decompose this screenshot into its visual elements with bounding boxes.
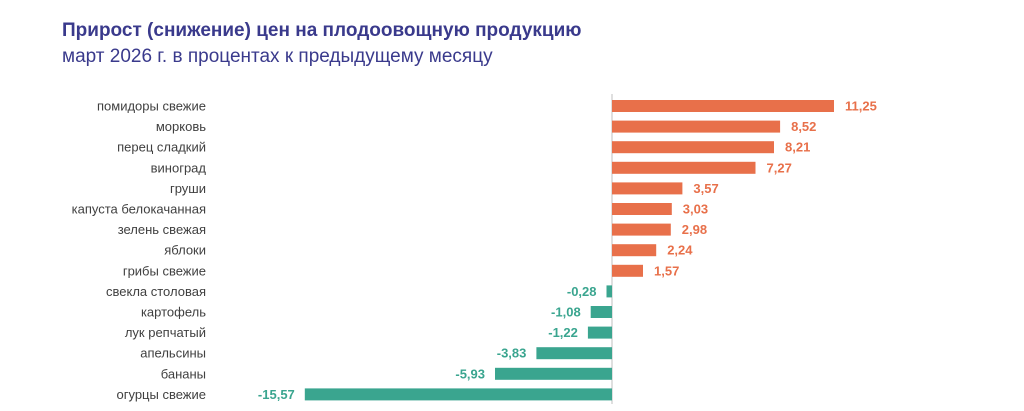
data-label: -5,93 — [455, 366, 485, 381]
data-label: -1,08 — [551, 305, 581, 320]
category-label: грибы свежие — [123, 263, 206, 278]
category-label: апельсины — [140, 346, 206, 361]
bar — [536, 347, 612, 360]
chart-subtitle: март 2026 г. в процентах к предыдущему м… — [62, 46, 493, 67]
category-label: груши — [170, 181, 206, 196]
data-label: 8,21 — [785, 140, 810, 155]
bar — [612, 100, 834, 112]
category-label: капуста белокачанная — [72, 202, 206, 217]
bar — [612, 120, 781, 133]
category-label: свекла столовая — [106, 284, 206, 299]
data-label: 3,57 — [693, 181, 718, 196]
data-label: -15,57 — [258, 387, 295, 402]
bar — [612, 223, 671, 236]
category-label: зелень свежая — [118, 222, 206, 237]
bar — [612, 141, 774, 154]
bar — [612, 264, 643, 277]
category-label: бананы — [161, 366, 206, 381]
data-label: 2,98 — [682, 222, 707, 237]
data-label: 3,03 — [683, 202, 708, 217]
category-label: виноград — [151, 160, 207, 175]
bar — [612, 244, 657, 257]
bar — [612, 203, 672, 215]
data-label: -0,28 — [567, 284, 597, 299]
bar — [587, 326, 612, 339]
chart-title: Прирост (снижение) цен на плодоовощную п… — [62, 20, 582, 41]
data-label: 2,24 — [667, 243, 693, 258]
category-label: картофель — [141, 305, 206, 320]
data-label: 1,57 — [654, 263, 679, 278]
data-label: 7,27 — [767, 160, 792, 175]
category-label: огурцы свежие — [117, 387, 207, 402]
bar — [304, 388, 612, 401]
data-label: -3,83 — [497, 346, 527, 361]
data-label: 8,52 — [791, 119, 816, 134]
category-label: яблоки — [164, 243, 206, 258]
data-label: -1,22 — [548, 325, 578, 340]
bar — [612, 182, 683, 195]
category-label: перец сладкий — [117, 140, 206, 155]
bar — [612, 161, 756, 174]
category-label: помидоры свежие — [97, 99, 206, 114]
bar — [590, 306, 612, 318]
bar — [495, 367, 612, 380]
data-label: 11,25 — [845, 99, 877, 114]
category-label: лук репчатый — [125, 325, 206, 340]
category-label: морковь — [156, 119, 206, 134]
bar — [606, 285, 612, 298]
